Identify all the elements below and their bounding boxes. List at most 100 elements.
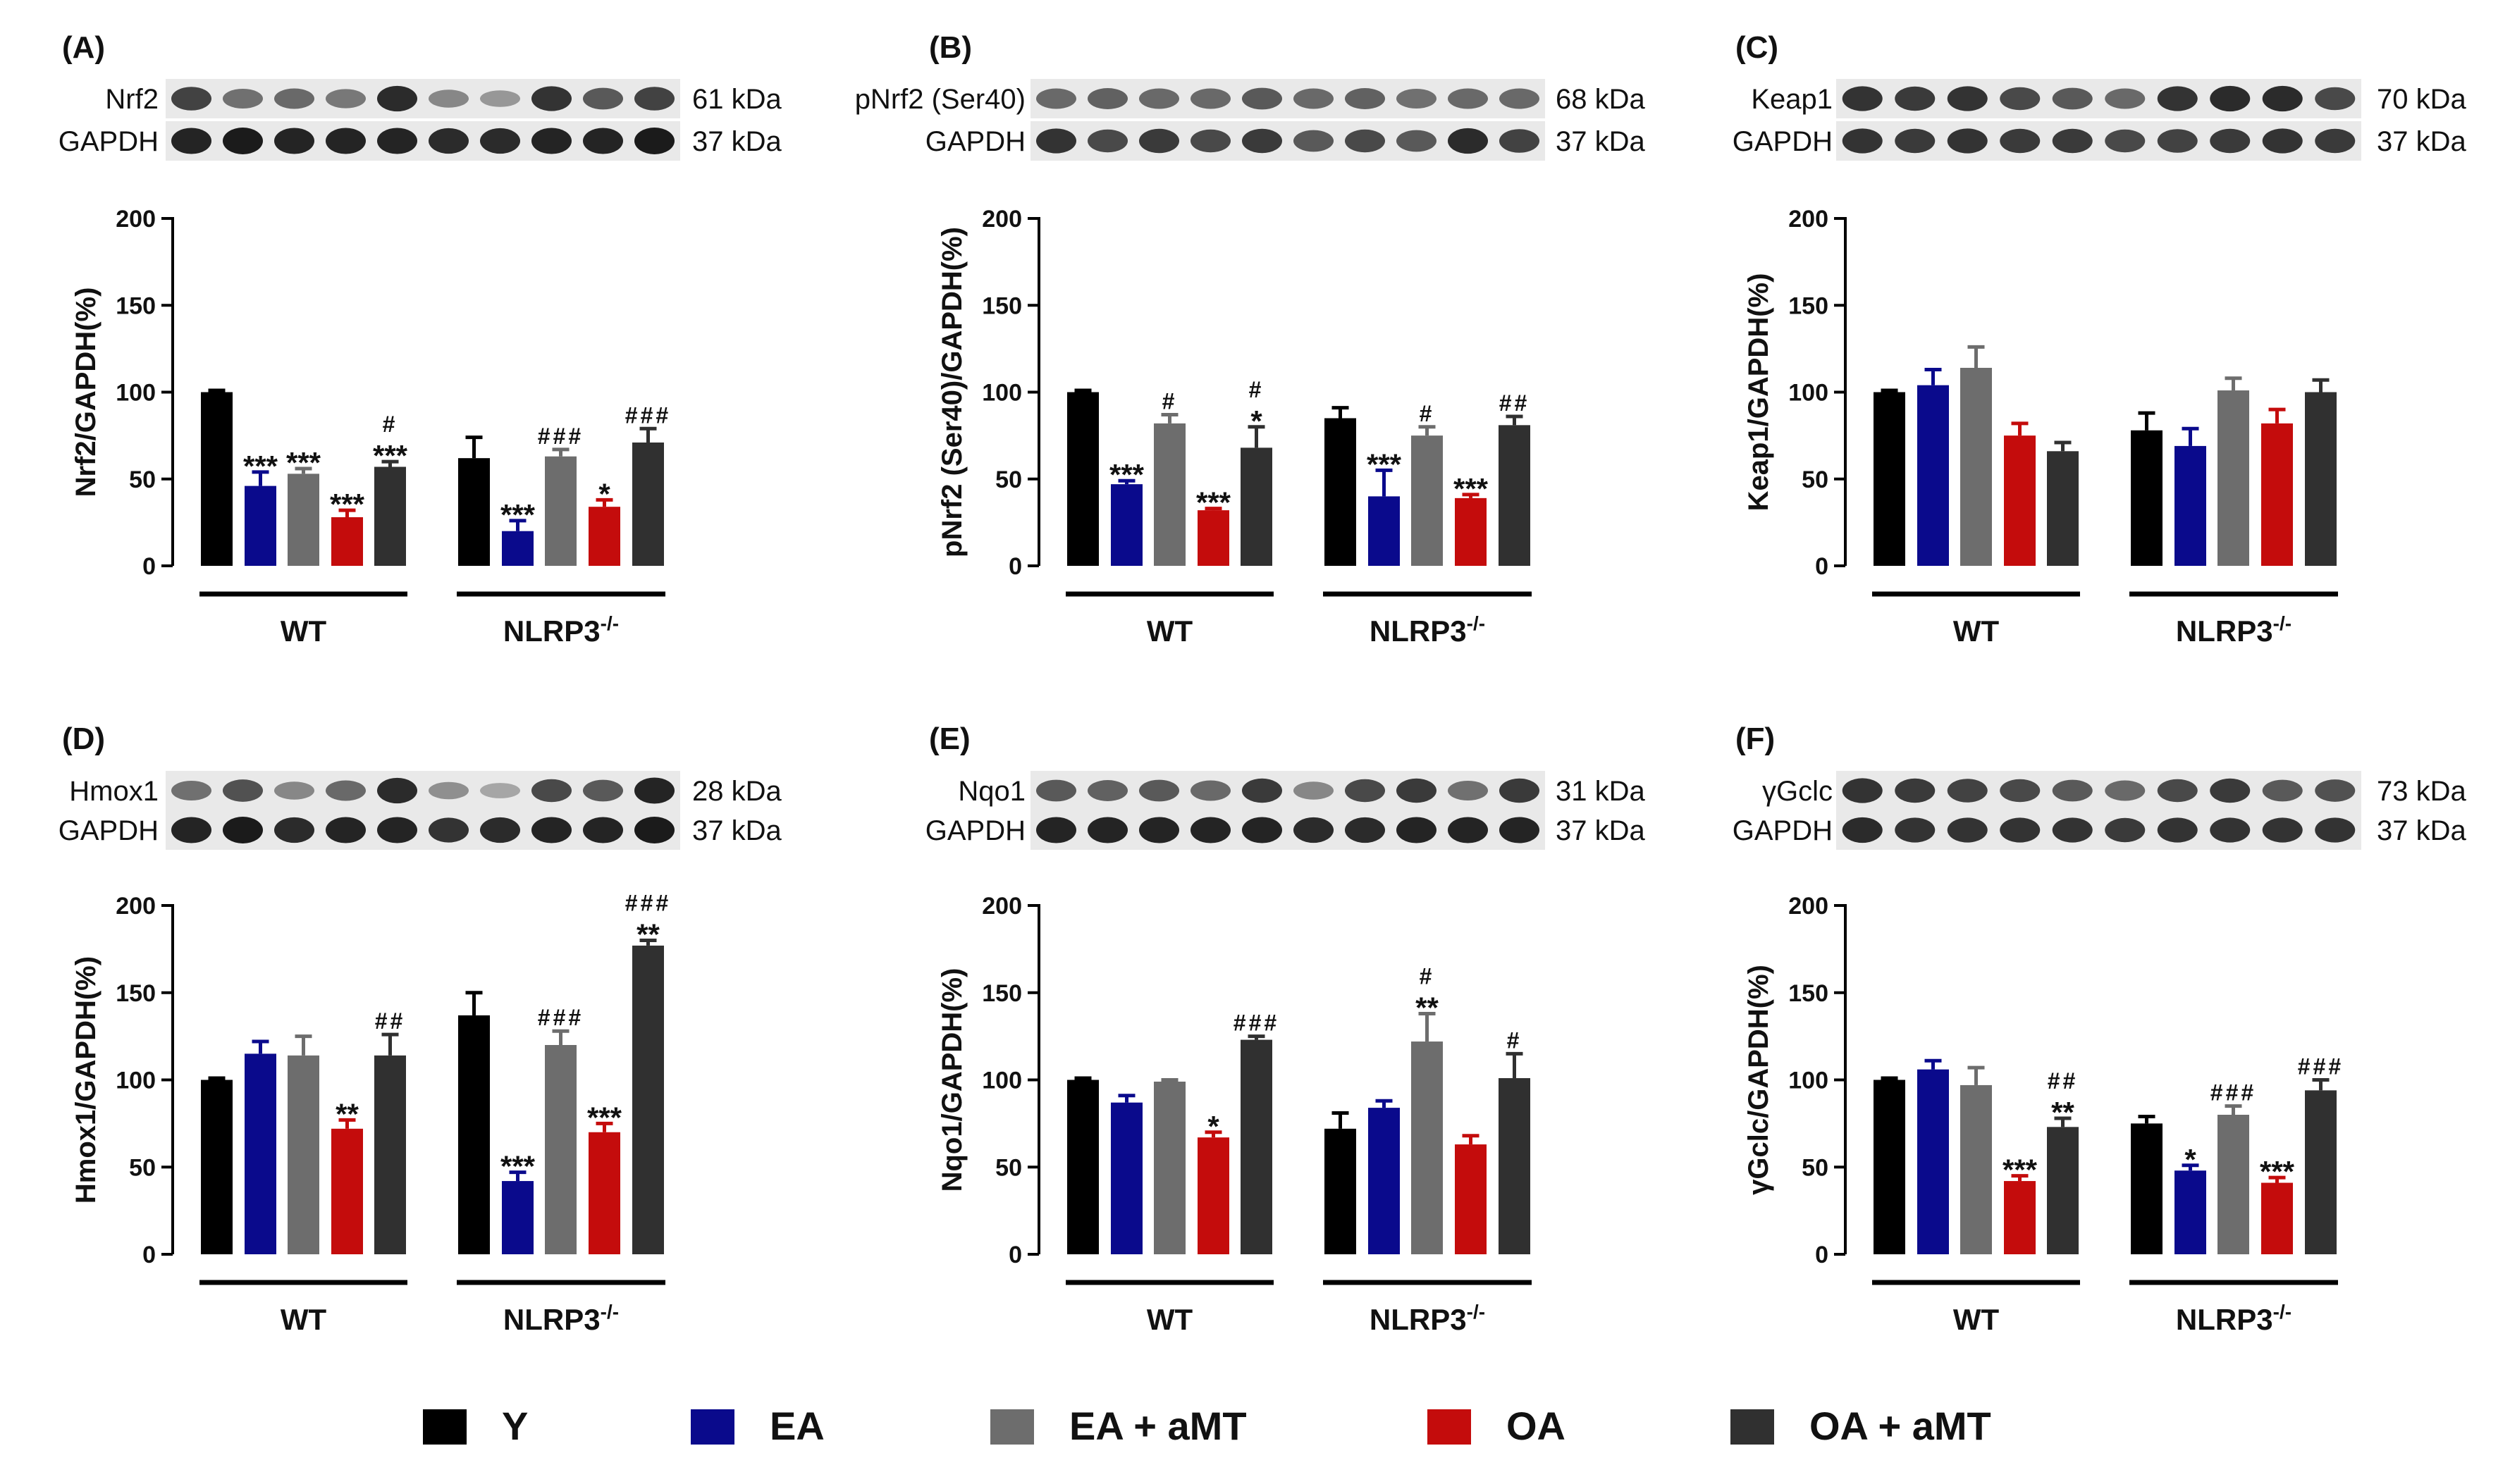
y-tick-label: 0: [142, 1242, 156, 1268]
blot-kda-protein: 61 kDa: [692, 84, 782, 115]
panel-label: (F): [1735, 722, 1775, 756]
y-tick-label: 0: [1815, 553, 1828, 580]
group-superscript: -/-: [2273, 1301, 2291, 1323]
blot-band: [531, 128, 572, 154]
significance-label: ###: [625, 402, 671, 428]
significance-label: #: [383, 412, 398, 437]
blot-band: [2315, 779, 2356, 802]
significance-label: ***: [1367, 447, 1402, 481]
blot-band: [583, 817, 623, 843]
legend-swatch: [990, 1409, 1034, 1445]
bar: [2004, 435, 2036, 566]
group-name: NLRP3: [2176, 1303, 2273, 1336]
bar: [1154, 423, 1186, 566]
significance-label: ***: [1196, 486, 1231, 519]
blot-band: [2210, 128, 2251, 154]
significance-label: ***: [2260, 1155, 2295, 1188]
blot-band: [1842, 128, 1883, 154]
blot-kda-loading: 37 kDa: [692, 126, 782, 157]
blot-band: [223, 779, 263, 802]
blot-band: [1345, 817, 1385, 843]
y-axis-title: pNrf2 (Ser40)/GAPDH(%): [937, 227, 968, 557]
legend-item: Y: [423, 1404, 528, 1448]
bar: [502, 531, 534, 566]
legend-label: Y: [502, 1404, 528, 1448]
y-tick-label: 100: [1788, 380, 1828, 407]
blot-band: [1499, 129, 1539, 153]
blot-band: [1242, 128, 1282, 154]
y-tick-label: 200: [1788, 206, 1828, 233]
blot-band: [1499, 817, 1539, 843]
bar: [1499, 1078, 1530, 1254]
group-name: NLRP3: [503, 1303, 601, 1336]
group-name: NLRP3: [1370, 614, 1467, 648]
blot-band: [2105, 780, 2146, 801]
blot-band: [429, 781, 469, 800]
bar: [288, 474, 319, 566]
y-tick-label: 200: [982, 206, 1022, 233]
chart-panel: (C) Keap1 70 kDa GAPDH 37 kDa 0 50 100 150 200 Kea…: [1733, 30, 2467, 648]
bar: [458, 458, 490, 566]
blot-band: [1499, 778, 1539, 803]
blot-band: [326, 128, 366, 154]
significance-label: ***: [587, 1101, 622, 1134]
blot-label-protein: Nqo1: [958, 776, 1026, 807]
chart-panel: (F) γGclc 73 kDa GAPDH 37 kDa 0 50 100 150 200 γGc…: [1733, 722, 2467, 1336]
blot-band: [2052, 817, 2093, 843]
group-name: WT: [1147, 1303, 1193, 1336]
bar: [1960, 1084, 1992, 1254]
blot-kda-protein: 73 kDa: [2377, 776, 2466, 807]
significance-label: ***: [286, 446, 321, 479]
y-tick-label: 100: [116, 380, 156, 407]
blot-kda-loading: 37 kDa: [692, 815, 782, 846]
y-tick-label: 100: [116, 1068, 156, 1094]
bar: [1960, 367, 1992, 566]
blot-band: [2157, 779, 2198, 803]
legend-swatch: [1427, 1409, 1471, 1445]
significance-label: ###: [538, 423, 584, 449]
blot-band: [223, 128, 263, 154]
bar: [245, 486, 276, 566]
significance-label: **: [636, 918, 660, 951]
blot-band: [1947, 86, 1988, 111]
bar: [1324, 418, 1356, 566]
blot-band: [2000, 779, 2041, 803]
significance-label: **: [2051, 1096, 2074, 1129]
blot-band: [1242, 87, 1282, 110]
bar: [589, 507, 620, 566]
significance-label: *: [598, 477, 610, 510]
significance-label: ***: [500, 1150, 536, 1183]
significance-label: **: [1415, 991, 1439, 1024]
significance-label: ***: [500, 498, 536, 531]
blot-band: [634, 87, 675, 111]
blot-band: [2000, 128, 2041, 154]
legend-label: EA + aMT: [1069, 1404, 1247, 1448]
blot-band: [1947, 779, 1988, 803]
bar: [2305, 1090, 2337, 1254]
y-tick-label: 0: [142, 553, 156, 580]
y-axis-title: Hmox1/GAPDH(%): [70, 956, 101, 1204]
group-name: NLRP3: [2176, 614, 2273, 648]
blot-band: [429, 817, 469, 843]
significance-label: **: [336, 1097, 359, 1130]
bar: [1067, 392, 1099, 566]
blot-band: [1396, 88, 1437, 109]
blot-band: [1448, 817, 1488, 843]
blot-band: [1088, 88, 1128, 109]
blot-band: [429, 128, 469, 154]
y-tick-label: 50: [1802, 466, 1828, 493]
blot-band: [1842, 86, 1883, 111]
chart-panel: (A)Nrf2 61 kDa GAPDH 37 kDa 0 50 100 150 200 Nrf2…: [59, 30, 782, 648]
significance-label: *: [1250, 404, 1262, 438]
significance-label: ###: [538, 1005, 584, 1030]
blot-band: [1895, 86, 1936, 111]
blot-band: [171, 128, 211, 154]
significance-label: #: [1249, 377, 1265, 402]
blot-label-loading: GAPDH: [925, 126, 1026, 157]
bar: [374, 1055, 406, 1254]
bar: [1111, 1102, 1143, 1254]
chart-panel: (E) Nqo1 31 kDa GAPDH 37 kDa 0 50 100 150 200 Nqo1…: [925, 722, 1646, 1336]
group-label: NLRP3-/-: [503, 612, 619, 648]
legend-item: OA: [1427, 1404, 1565, 1448]
significance-label: ##: [1499, 390, 1530, 416]
